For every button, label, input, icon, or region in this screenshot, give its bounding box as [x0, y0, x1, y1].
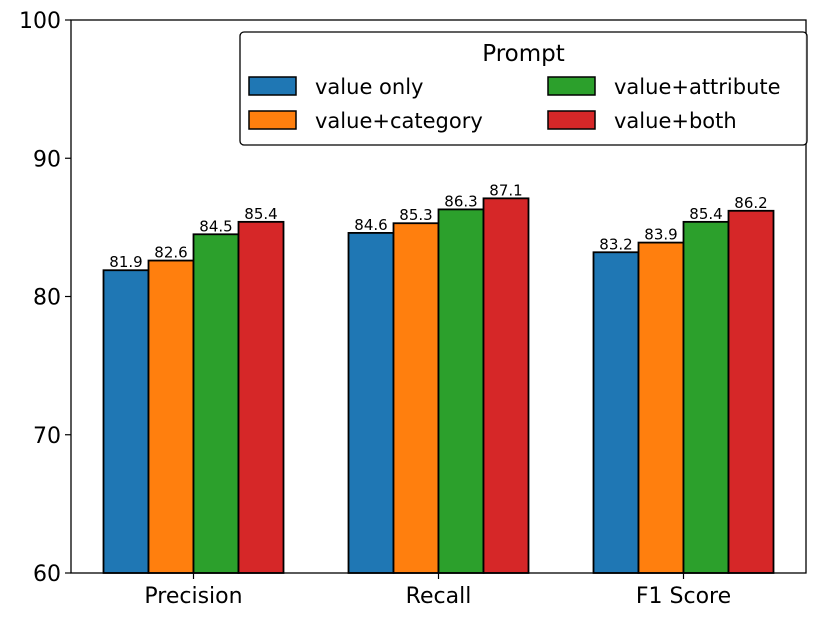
bar-value-label: 81.9 — [109, 253, 142, 271]
y-tick-label: 90 — [33, 147, 61, 172]
legend-label: value only — [315, 75, 423, 99]
x-tick-label: Precision — [144, 584, 242, 609]
y-tick-label: 80 — [33, 286, 61, 311]
legend-title: Prompt — [482, 41, 565, 67]
x-tick-label: Recall — [406, 584, 472, 609]
bars-layer — [102, 197, 775, 574]
bar-value-label: 86.3 — [444, 192, 477, 210]
legend-label: value+attribute — [614, 75, 781, 99]
legend-label: value+both — [614, 109, 737, 133]
bar — [102, 269, 150, 574]
bar-value-label: 84.6 — [354, 216, 387, 234]
bar-value-label: 85.4 — [689, 205, 722, 223]
legend-label: value+category — [315, 109, 483, 133]
bar — [592, 251, 640, 574]
bar — [347, 232, 395, 574]
legend-swatch — [248, 110, 297, 130]
y-tick-label: 100 — [19, 9, 61, 34]
y-tick-label: 60 — [33, 562, 61, 587]
bar-value-label: 85.3 — [399, 206, 432, 224]
legend-box — [239, 31, 808, 146]
bar-value-label: 86.2 — [734, 194, 767, 212]
bar — [727, 209, 775, 574]
bar — [682, 220, 730, 574]
y-tick-label: 70 — [33, 424, 61, 449]
bar — [392, 222, 440, 574]
bar-value-label: 87.1 — [489, 181, 522, 199]
bar — [237, 220, 285, 574]
legend-swatch — [547, 110, 596, 130]
bar-value-label: 82.6 — [154, 244, 187, 262]
legend-swatch — [547, 76, 596, 96]
bar-value-label: 83.2 — [599, 235, 632, 253]
bar — [147, 259, 195, 574]
legend-swatch — [248, 76, 297, 96]
bar-value-label: 85.4 — [244, 205, 277, 223]
x-tick-label: F1 Score — [636, 584, 731, 609]
data-labels-layer: 81.9 82.6 84.5 85.4 84.6 85.3 86.3 87.1 83.2 83.9… — [109, 181, 767, 271]
bar — [637, 241, 685, 574]
bar — [192, 233, 240, 574]
bar-value-label: 84.5 — [199, 217, 232, 235]
bar-value-label: 83.9 — [644, 226, 677, 244]
legend: Prompt value only value+category value+att… — [239, 31, 808, 146]
axes-layer: 60 70 80 90 100 Precision Recall F1 Score — [19, 9, 807, 609]
bar — [437, 208, 485, 574]
bar — [482, 197, 530, 574]
